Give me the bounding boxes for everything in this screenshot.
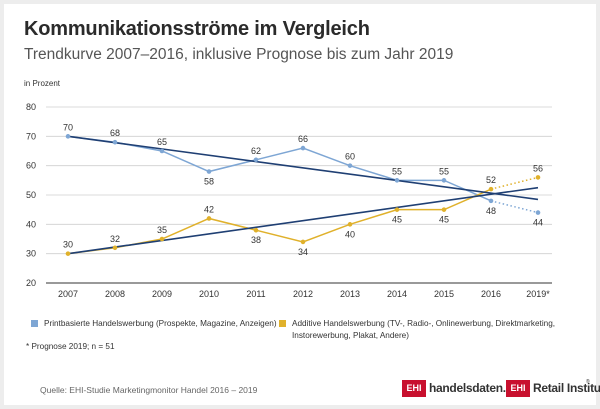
legend-label-additive-line1: Additive Handelswerbung (TV-, Radio-, On… <box>292 319 556 328</box>
data-label-print: 62 <box>251 146 261 156</box>
data-label-print: 48 <box>486 206 496 216</box>
y-tick-label: 70 <box>26 131 36 141</box>
data-label-print: 60 <box>345 152 355 162</box>
data-point-print <box>300 145 306 151</box>
data-point-print <box>488 198 494 204</box>
x-tick-label: 2011 <box>246 289 265 299</box>
data-point-additive <box>206 216 212 221</box>
data-point-print <box>112 139 118 145</box>
series-forecast-print <box>490 200 539 214</box>
data-label-additive: 45 <box>392 215 402 225</box>
x-tick-label: 2013 <box>340 289 360 299</box>
data-point-print <box>159 148 165 154</box>
x-tick-label: 2008 <box>105 289 125 299</box>
data-point-print <box>347 163 353 168</box>
data-point-additive <box>300 239 306 245</box>
data-point-print <box>394 178 400 183</box>
x-tick-label: 2012 <box>293 289 313 299</box>
data-label-print: 70 <box>63 122 73 132</box>
registered-mark: ® <box>586 379 590 385</box>
data-label-additive: 34 <box>298 247 308 257</box>
chart-title: Kommunikationsströme im Vergleich <box>24 18 370 40</box>
data-point-print <box>206 169 212 174</box>
data-point-print <box>535 210 541 215</box>
x-tick-label: 2016 <box>481 289 501 299</box>
data-point-print <box>441 178 447 183</box>
y-axis-unit: in Prozent <box>24 79 61 88</box>
data-label-additive: 52 <box>486 175 496 185</box>
y-tick-label: 80 <box>26 102 36 112</box>
trend-line-additive <box>67 186 539 255</box>
data-label-print: 55 <box>392 166 402 176</box>
y-tick-label: 50 <box>26 190 36 200</box>
data-point-print <box>65 134 71 139</box>
series-forecast-additive <box>490 176 539 190</box>
data-label-additive: 42 <box>204 204 214 214</box>
x-tick-label: 2015 <box>434 289 454 299</box>
data-point-additive <box>253 227 259 233</box>
legend-label-print: Printbasierte Handelswerbung (Prospekte,… <box>44 319 277 328</box>
data-point-additive <box>112 245 118 251</box>
x-tick-label: 2010 <box>199 289 219 299</box>
y-tick-label: 40 <box>26 219 36 229</box>
ehi-logo-box-2: EHI <box>506 380 530 397</box>
x-tick-label: 2009 <box>152 289 172 299</box>
legend-swatch-print <box>31 320 38 327</box>
data-point-additive <box>441 207 447 212</box>
footnote: * Prognose 2019; n = 51 <box>26 342 115 351</box>
data-point-additive <box>159 236 165 242</box>
data-label-additive: 32 <box>110 234 120 244</box>
data-point-additive <box>488 186 494 192</box>
chart-subtitle: Trendkurve 2007–2016, inklusive Prognose… <box>24 46 454 63</box>
data-label-additive: 38 <box>251 235 261 245</box>
data-label-additive: 30 <box>63 240 73 250</box>
x-tick-label: 2019* <box>526 289 550 299</box>
data-point-additive <box>347 222 353 227</box>
legend-swatch-additive <box>279 320 286 327</box>
data-point-additive <box>65 251 71 256</box>
data-label-additive: 56 <box>533 163 543 173</box>
trend-line-print <box>67 135 539 201</box>
data-label-additive: 35 <box>157 225 167 235</box>
legend-label-additive: Additive Handelswerbung (TV-, Radio-, On… <box>292 318 555 341</box>
data-label-print: 58 <box>204 177 214 187</box>
source-note: Quelle: EHI-Studie Marketingmonitor Hand… <box>40 385 258 395</box>
ehi-logo-text-handelsdaten: handelsdaten.de <box>429 381 520 395</box>
series-line-print <box>67 135 492 202</box>
data-point-additive <box>394 207 400 212</box>
x-tick-label: 2007 <box>58 289 78 299</box>
data-label-additive: 45 <box>439 215 449 225</box>
data-label-print: 66 <box>298 134 308 144</box>
y-tick-label: 20 <box>26 278 36 288</box>
legend-label-additive-line2: Instorewerbung, Plakat, Andere) <box>292 330 409 340</box>
data-label-print: 44 <box>533 218 543 228</box>
x-tick-label: 2014 <box>387 289 407 299</box>
data-label-additive: 40 <box>345 229 355 239</box>
data-label-print: 68 <box>110 128 120 138</box>
data-label-print: 65 <box>157 137 167 147</box>
data-point-additive <box>535 175 541 180</box>
ehi-logo-text-retail-institute: Retail Institute <box>533 381 600 395</box>
ehi-logo-box-1: EHI <box>402 380 426 397</box>
data-label-print: 55 <box>439 166 449 176</box>
y-tick-label: 30 <box>26 249 36 259</box>
y-tick-label: 60 <box>26 161 36 171</box>
data-point-print <box>253 157 259 163</box>
chart-card <box>4 4 596 405</box>
